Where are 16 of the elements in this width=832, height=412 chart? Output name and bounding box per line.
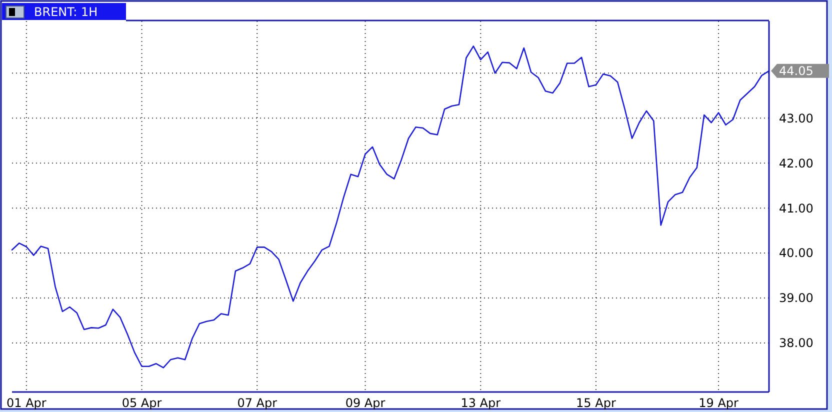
x-tick-label: 15 Apr [576, 396, 616, 410]
x-tick-label: 07 Apr [237, 396, 278, 410]
x-tick-label: 19 Apr [698, 396, 739, 410]
y-tick-label: 39.00 [779, 291, 814, 306]
y-tick-label: 42.00 [779, 156, 814, 170]
y-tick-label: 41.00 [779, 201, 814, 216]
chart-title: BRENT: 1H [34, 5, 98, 19]
y-tick-label: 38.00 [779, 336, 814, 350]
x-tick-label: 01 Apr [6, 396, 46, 410]
y-tick-label: 43.00 [779, 111, 814, 126]
y-tick-label: 40.00 [779, 246, 814, 260]
line-series [11, 46, 770, 368]
x-tick-label: 05 Apr [122, 396, 162, 410]
data-label: 44.05 [779, 64, 814, 78]
x-tick-label: 09 Apr [345, 396, 386, 410]
x-tick-label: 13 Apr [460, 396, 501, 410]
